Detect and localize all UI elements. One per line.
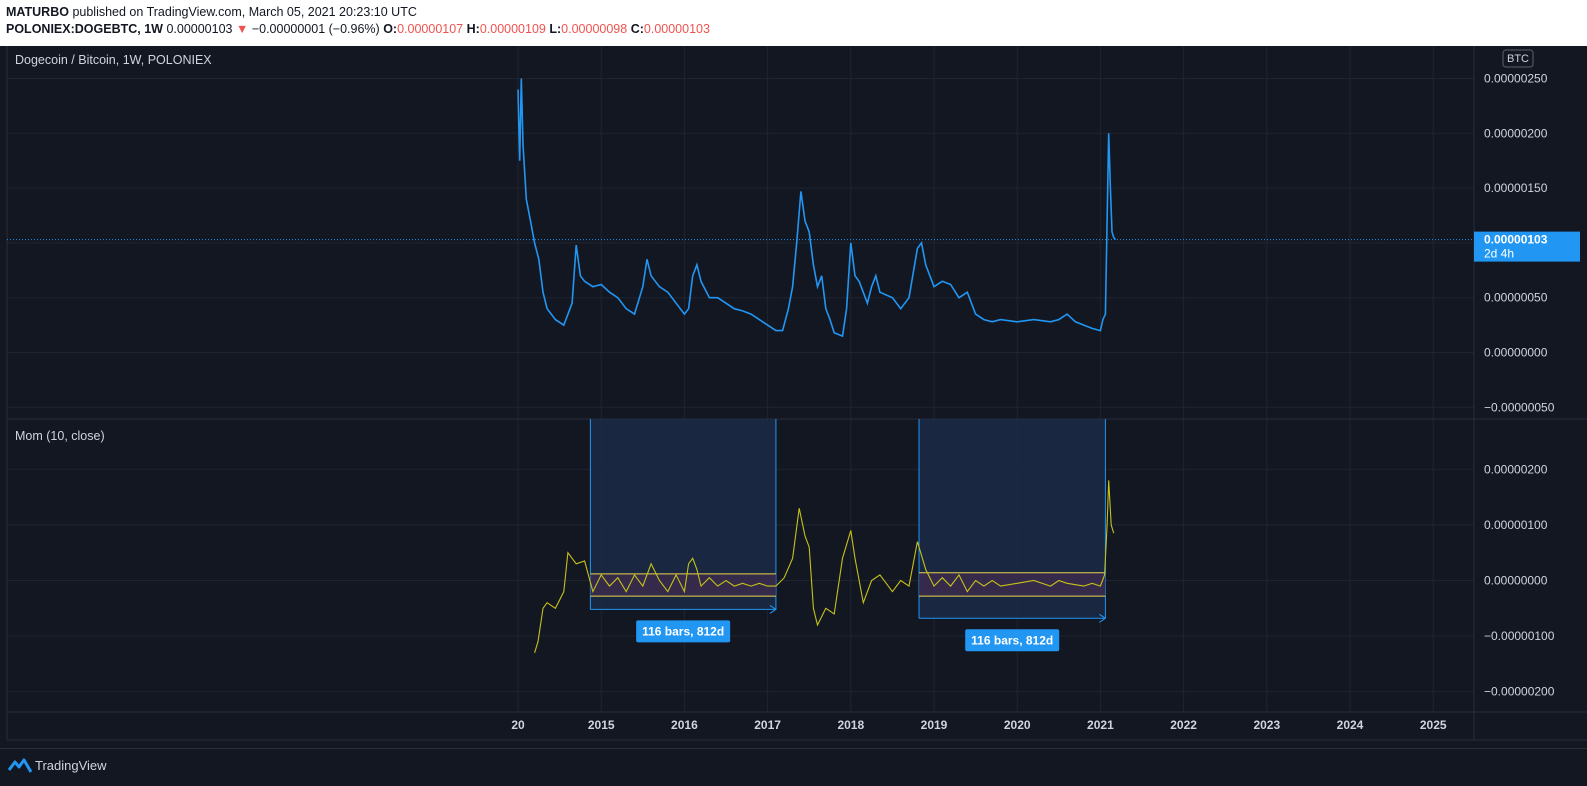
open-value: 0.00000107	[397, 22, 464, 36]
time-axis-tick-label: 2020	[1004, 718, 1031, 732]
momentum-series-line[interactable]	[534, 480, 1115, 653]
price-change: −0.00000001 (−0.96%)	[251, 22, 380, 36]
measure-label-box[interactable]	[965, 629, 1060, 652]
price-axis-tick-label: 0.00000050	[1484, 291, 1548, 305]
measure-label-box[interactable]	[636, 620, 731, 643]
low-label: L:	[549, 22, 562, 36]
time-axis-tick-label: 2024	[1337, 718, 1364, 732]
time-axis-tick-label: 2016	[671, 718, 698, 732]
time-axis-tick-label: 2021	[1087, 718, 1114, 732]
momentum-axis-tick-label: 0.00000000	[1484, 574, 1548, 588]
chart-background	[0, 46, 1587, 748]
time-axis-tick-label: 2019	[921, 718, 948, 732]
high-label: H:	[466, 22, 480, 36]
measure-arrow-head-icon	[1099, 613, 1107, 623]
measure-label: 116 bars, 812d	[642, 624, 724, 638]
currency-badge[interactable]	[1502, 49, 1534, 68]
symbol-label: POLONIEX:DOGEBTC, 1W	[6, 22, 163, 36]
time-axis-tick-label: 2023	[1253, 718, 1280, 732]
momentum-axis-tick-label: −0.00000100	[1484, 629, 1555, 643]
time-axis-tick-label: 2022	[1170, 718, 1197, 732]
publish-line: MATURBO published on TradingView.com, Ma…	[6, 5, 417, 19]
footer: TradingView	[0, 748, 1587, 786]
bar-countdown: 2d 4h	[1484, 247, 1514, 261]
price-axis-tick-label: 0.00000250	[1484, 72, 1548, 86]
time-axis-tick-label: 2018	[837, 718, 864, 732]
price-axis-tick-label: 0.00000000	[1484, 346, 1548, 360]
measure-label: 116 bars, 812d	[971, 633, 1053, 647]
momentum-axis-tick-label: 0.00000100	[1484, 518, 1548, 532]
price-axis-tick-label: −0.00000050	[1484, 400, 1555, 414]
price-axis-tick-label: 0.00000150	[1484, 181, 1548, 195]
high-value: 0.00000109	[479, 22, 546, 36]
tradingview-logo-icon[interactable]	[8, 758, 32, 774]
price-axis-tick-label: 0.00000200	[1484, 126, 1548, 140]
last-price: 0.00000103	[166, 22, 233, 36]
time-axis-tick-label: 2025	[1420, 718, 1447, 732]
down-arrow-icon: ▼	[235, 22, 249, 36]
momentum-pane-title: Mom (10, close)	[15, 429, 105, 443]
low-value: 0.00000098	[561, 22, 628, 36]
time-axis-tick-label: 2015	[588, 718, 615, 732]
price-series-line[interactable]	[517, 78, 1117, 338]
published-info: published on TradingView.com, March 05, …	[72, 5, 417, 19]
close-label: C:	[630, 22, 644, 36]
chart-svg[interactable]: 116 bars, 812d 116 bars, 812d 0.00000250 0.…	[0, 46, 1587, 748]
time-axis-tick-label: 20	[511, 718, 525, 732]
close-value: 0.00000103	[643, 22, 710, 36]
chart-area[interactable]: 116 bars, 812d 116 bars, 812d 0.00000250 0.…	[0, 46, 1587, 748]
momentum-axis-tick-label: 0.00000200	[1484, 462, 1548, 476]
symbol-ohlc-line: POLONIEX:DOGEBTC, 1W 0.00000103 ▼ −0.000…	[6, 22, 710, 36]
last-price-tag	[1474, 231, 1580, 262]
last-price-tag-value: 0.00000103	[1484, 233, 1548, 247]
footer-brand[interactable]: TradingView	[35, 758, 107, 773]
measure-band	[590, 573, 776, 597]
momentum-axis-tick-label: −0.00000200	[1484, 685, 1555, 699]
publish-header: MATURBO published on TradingView.com, Ma…	[0, 0, 1587, 46]
price-pane-title: Dogecoin / Bitcoin, 1W, POLONIEX	[15, 53, 212, 67]
measure-arrow-head-icon	[769, 604, 777, 614]
open-label: O:	[383, 22, 398, 36]
time-axis-tick-label: 2017	[754, 718, 781, 732]
author-name[interactable]: MATURBO	[6, 5, 69, 19]
currency-badge-label: BTC	[1507, 53, 1529, 65]
